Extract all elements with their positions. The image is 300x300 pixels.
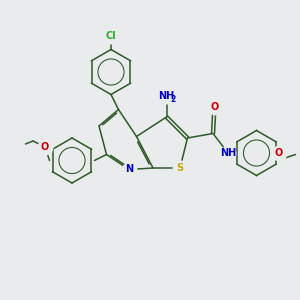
Text: O: O bbox=[210, 101, 219, 112]
Text: O: O bbox=[275, 148, 283, 158]
Text: S: S bbox=[176, 163, 184, 173]
Text: NH: NH bbox=[220, 148, 236, 158]
Text: N: N bbox=[125, 164, 133, 175]
Text: O: O bbox=[41, 142, 49, 152]
Text: 2: 2 bbox=[170, 94, 176, 103]
Text: NH: NH bbox=[158, 91, 175, 101]
Text: Cl: Cl bbox=[106, 31, 116, 41]
